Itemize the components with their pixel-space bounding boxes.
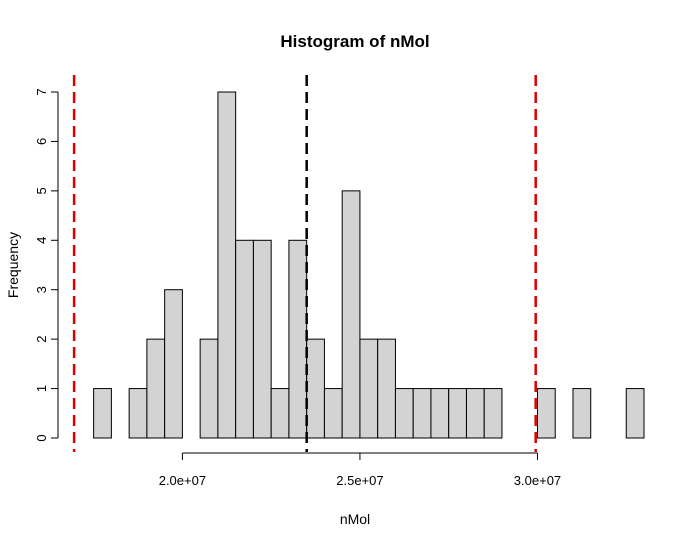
histogram-bar [430,388,450,439]
histogram-bar [377,338,396,439]
histogram-bar [270,388,290,439]
y-tick-label: 2 [34,336,49,343]
histogram-bar [341,190,361,439]
y-tick-label: 5 [34,187,49,194]
x-tick-label: 2.0e+07 [159,473,206,488]
histogram-bar [288,239,308,439]
histogram-bar [448,388,467,439]
histogram-bar [199,338,219,439]
histogram-bar [93,388,112,439]
histogram-bar [217,91,237,439]
y-tick-label: 1 [34,385,49,392]
y-axis-label: Frequency [5,232,21,298]
y-tick-label: 4 [34,237,49,244]
y-axis: 0 1 2 3 4 5 6 7 [34,88,59,442]
bars-group [93,91,645,439]
histogram-bar [323,388,343,439]
histogram-bar [128,388,148,439]
y-tick-label: 0 [34,434,49,441]
y-tick-label: 3 [34,286,49,293]
x-axis-label: nMol [340,511,370,527]
reference-lines-group [72,75,537,452]
histogram-bar [394,388,414,439]
histogram-bar [235,239,254,439]
histogram-bar [465,388,485,439]
histogram-bar [483,388,503,439]
x-axis: 2.0e+07 2.5e+07 3.0e+07 [159,452,561,488]
histogram-bar [306,338,325,439]
x-tick-label: 3.0e+07 [514,473,561,488]
x-tick-label: 2.5e+07 [336,473,383,488]
histogram-bar [625,388,645,439]
histogram-bar [536,388,556,439]
histogram-bar [359,338,379,439]
y-tick-label: 7 [34,88,49,95]
histogram-bar [146,338,166,439]
chart-title: Histogram of nMol [280,32,429,51]
histogram-bar [572,388,592,439]
histogram-bar [252,239,272,439]
histogram-bar [412,388,432,439]
histogram-bar [164,289,183,439]
y-tick-label: 6 [34,138,49,145]
